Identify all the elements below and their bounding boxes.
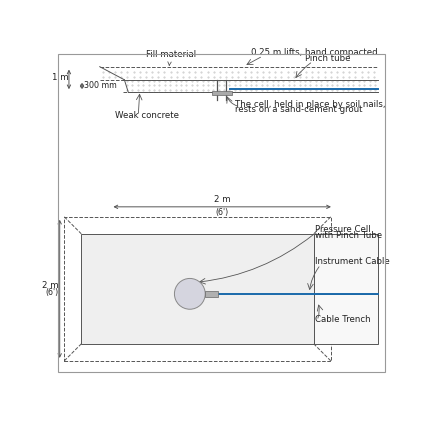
Bar	[81, 234, 314, 344]
Bar	[64, 217, 331, 361]
Circle shape	[175, 278, 205, 309]
Text: 0.25 m lifts, hand compacted: 0.25 m lifts, hand compacted	[251, 48, 378, 57]
Text: (6'): (6')	[46, 288, 59, 297]
Text: Weak concrete: Weak concrete	[115, 110, 179, 120]
Bar	[205, 291, 218, 296]
Text: 1 m: 1 m	[51, 73, 68, 83]
Text: The cell, held in place by soil nails,: The cell, held in place by soil nails,	[235, 100, 386, 109]
Text: Fill material: Fill material	[146, 51, 196, 65]
Bar	[212, 91, 232, 95]
Text: Instrument Cable: Instrument Cable	[315, 257, 390, 266]
Text: Pressure Cell: Pressure Cell	[315, 225, 371, 234]
Text: 2 m: 2 m	[214, 195, 231, 204]
Text: rests on a sand-cement grout: rests on a sand-cement grout	[235, 105, 363, 114]
Bar	[314, 234, 378, 294]
Text: with Pinch Tube: with Pinch Tube	[315, 231, 382, 240]
Text: 2 m: 2 m	[42, 281, 59, 290]
Text: Cable Trench: Cable Trench	[315, 315, 371, 324]
Bar	[314, 294, 378, 344]
Text: Pinch tube: Pinch tube	[305, 53, 351, 63]
Text: 300 mm: 300 mm	[84, 81, 117, 91]
Text: (6'): (6')	[216, 208, 229, 217]
